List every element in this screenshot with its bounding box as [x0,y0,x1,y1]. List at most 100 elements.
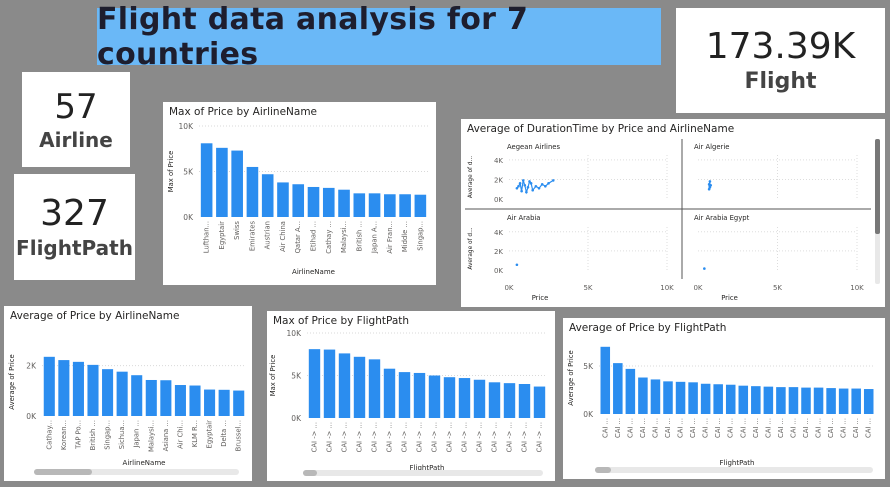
x-tick-label: Egyptair [218,221,226,250]
horizontal-scrollbar[interactable] [303,470,543,476]
kpi-flight-label: Flight [744,68,817,94]
x-axis-label: Price [532,294,549,302]
y-axis-label: Max of Price [269,355,277,397]
bar [399,194,411,217]
bar [218,389,230,416]
scatter-point [708,185,712,189]
y-axis-label: Average of d... [468,156,474,198]
x-axis-label: AirlineName [123,459,166,467]
scrollbar-thumb [875,139,880,234]
scatter-point [544,184,547,188]
bar [338,189,350,217]
y-axis-label: Max of Price [167,151,175,193]
bar [322,187,335,217]
max-price-airline-chart: 0K 5K 10K Max of Price Lufthan... Egyptair Swi… [167,122,428,276]
x-tick-label: British ... [89,420,97,450]
x-tick-label: CAI -> ... [461,422,469,452]
horizontal-scrollbar[interactable] [595,467,873,473]
x-tick-label: Asiana ... [162,420,170,451]
scatter-point [531,188,534,192]
bar [72,361,84,416]
x-tick-label: Air Fran... [386,221,394,254]
x-tick-label: Qatar A... [294,221,302,253]
bar [261,174,274,217]
scatter-point [534,184,538,188]
x-tick-label: CAI -> ... [491,422,499,452]
bar [518,384,531,418]
x-tick-label: CAI ... [601,418,609,438]
x-tick-label: Middle ... [401,221,409,252]
x-tick-label: CAI ... [714,418,722,438]
bar [398,372,411,418]
chart-title: Average of Price by FlightPath [569,322,727,334]
bar [751,386,761,414]
kpi-flightpath-card[interactable]: 327 FlightPath [14,174,135,280]
bar [353,356,366,418]
bar [204,389,216,416]
x-tick-label: CAI -> ... [536,422,544,452]
panel-title: Aegean Airlines [507,143,560,151]
x-tick-label: Singap... [416,221,424,251]
bar [625,368,636,414]
kpi-airline-card[interactable]: 57 Airline [22,72,130,167]
horizontal-scrollbar[interactable] [34,469,239,475]
bar [353,193,366,217]
bar [473,379,486,418]
y-tick-label: 10K [287,329,303,338]
max-price-flightpath-card[interactable]: Max of Price by FlightPath 0K 5K 10K Max of… [267,311,555,481]
scrollbar-thumb[interactable] [595,467,611,473]
duration-scatter-card[interactable]: Average of DurationTime by Price and Air… [461,119,885,307]
y-axis-label: Average of Price [567,350,575,405]
x-tick-label: CAI ... [852,418,860,438]
kpi-flight-card[interactable]: 173.39K Flight [676,8,885,113]
bar [838,388,849,414]
x-tick-label: Cathay... [45,420,53,450]
bar [116,371,128,416]
bar [368,359,381,418]
scatter-point [529,182,533,185]
y-tick-label: 0K [494,267,503,275]
bar [102,369,114,416]
y-tick-label: 0K [291,414,302,423]
x-tick-label: British ... [355,221,363,251]
scatter-point [517,184,520,188]
avg-price-airline-card[interactable]: Average of Price by AirlineName 0K 2K Aver… [4,306,252,481]
scatter-point [515,263,519,267]
x-tick-label: Japan A... [371,221,379,254]
bar [763,386,774,414]
max-price-airline-card[interactable]: Max of Price by AirlineName 0K 5K 10K Max o… [163,102,436,285]
x-tick-label: Delta ... [220,420,228,447]
x-tick-label: Singap... [104,420,112,450]
bar [292,184,305,217]
x-tick-label: CAI ... [739,418,747,438]
panel-title: Air Algerie [694,143,729,151]
y-axis-label: Average of d... [468,227,474,269]
x-tick-label: Swiss [233,221,241,240]
bar [613,363,623,414]
scatter-point [547,182,550,185]
x-axis-label: AirlineName [292,268,335,276]
x-tick-label: CAI -> ... [326,422,334,452]
bar [131,375,143,416]
y-tick-label: 2K [26,362,37,371]
bar [675,381,686,414]
max-price-flightpath-chart: 0K 5K 10K Max of Price CAI -> ... CAI -> ... C… [269,329,547,472]
panel-title: Air Arabia Egypt [694,214,750,222]
bar [688,382,698,414]
chart-title: Max of Price by AirlineName [169,106,318,118]
x-tick-label: Egyptair [206,420,214,449]
avg-price-airline-chart: 0K 2K Average of Price Cathay... Korean... TA… [8,354,246,467]
bar [600,346,611,414]
bar [650,379,661,414]
y-tick-label: 4K [494,229,503,237]
bar [851,388,861,414]
scrollbar-thumb[interactable] [34,469,92,475]
kpi-airline-label: Airline [39,127,113,152]
x-tick-label: CAI ... [677,418,685,438]
bar [43,356,55,416]
bar [488,382,501,418]
bar [174,385,186,416]
chart-title: Average of DurationTime by Price and Air… [467,123,735,135]
scrollbar-thumb[interactable] [303,470,317,476]
avg-price-flightpath-card[interactable]: Average of Price by FlightPath 0K 5K Avera… [563,318,885,479]
